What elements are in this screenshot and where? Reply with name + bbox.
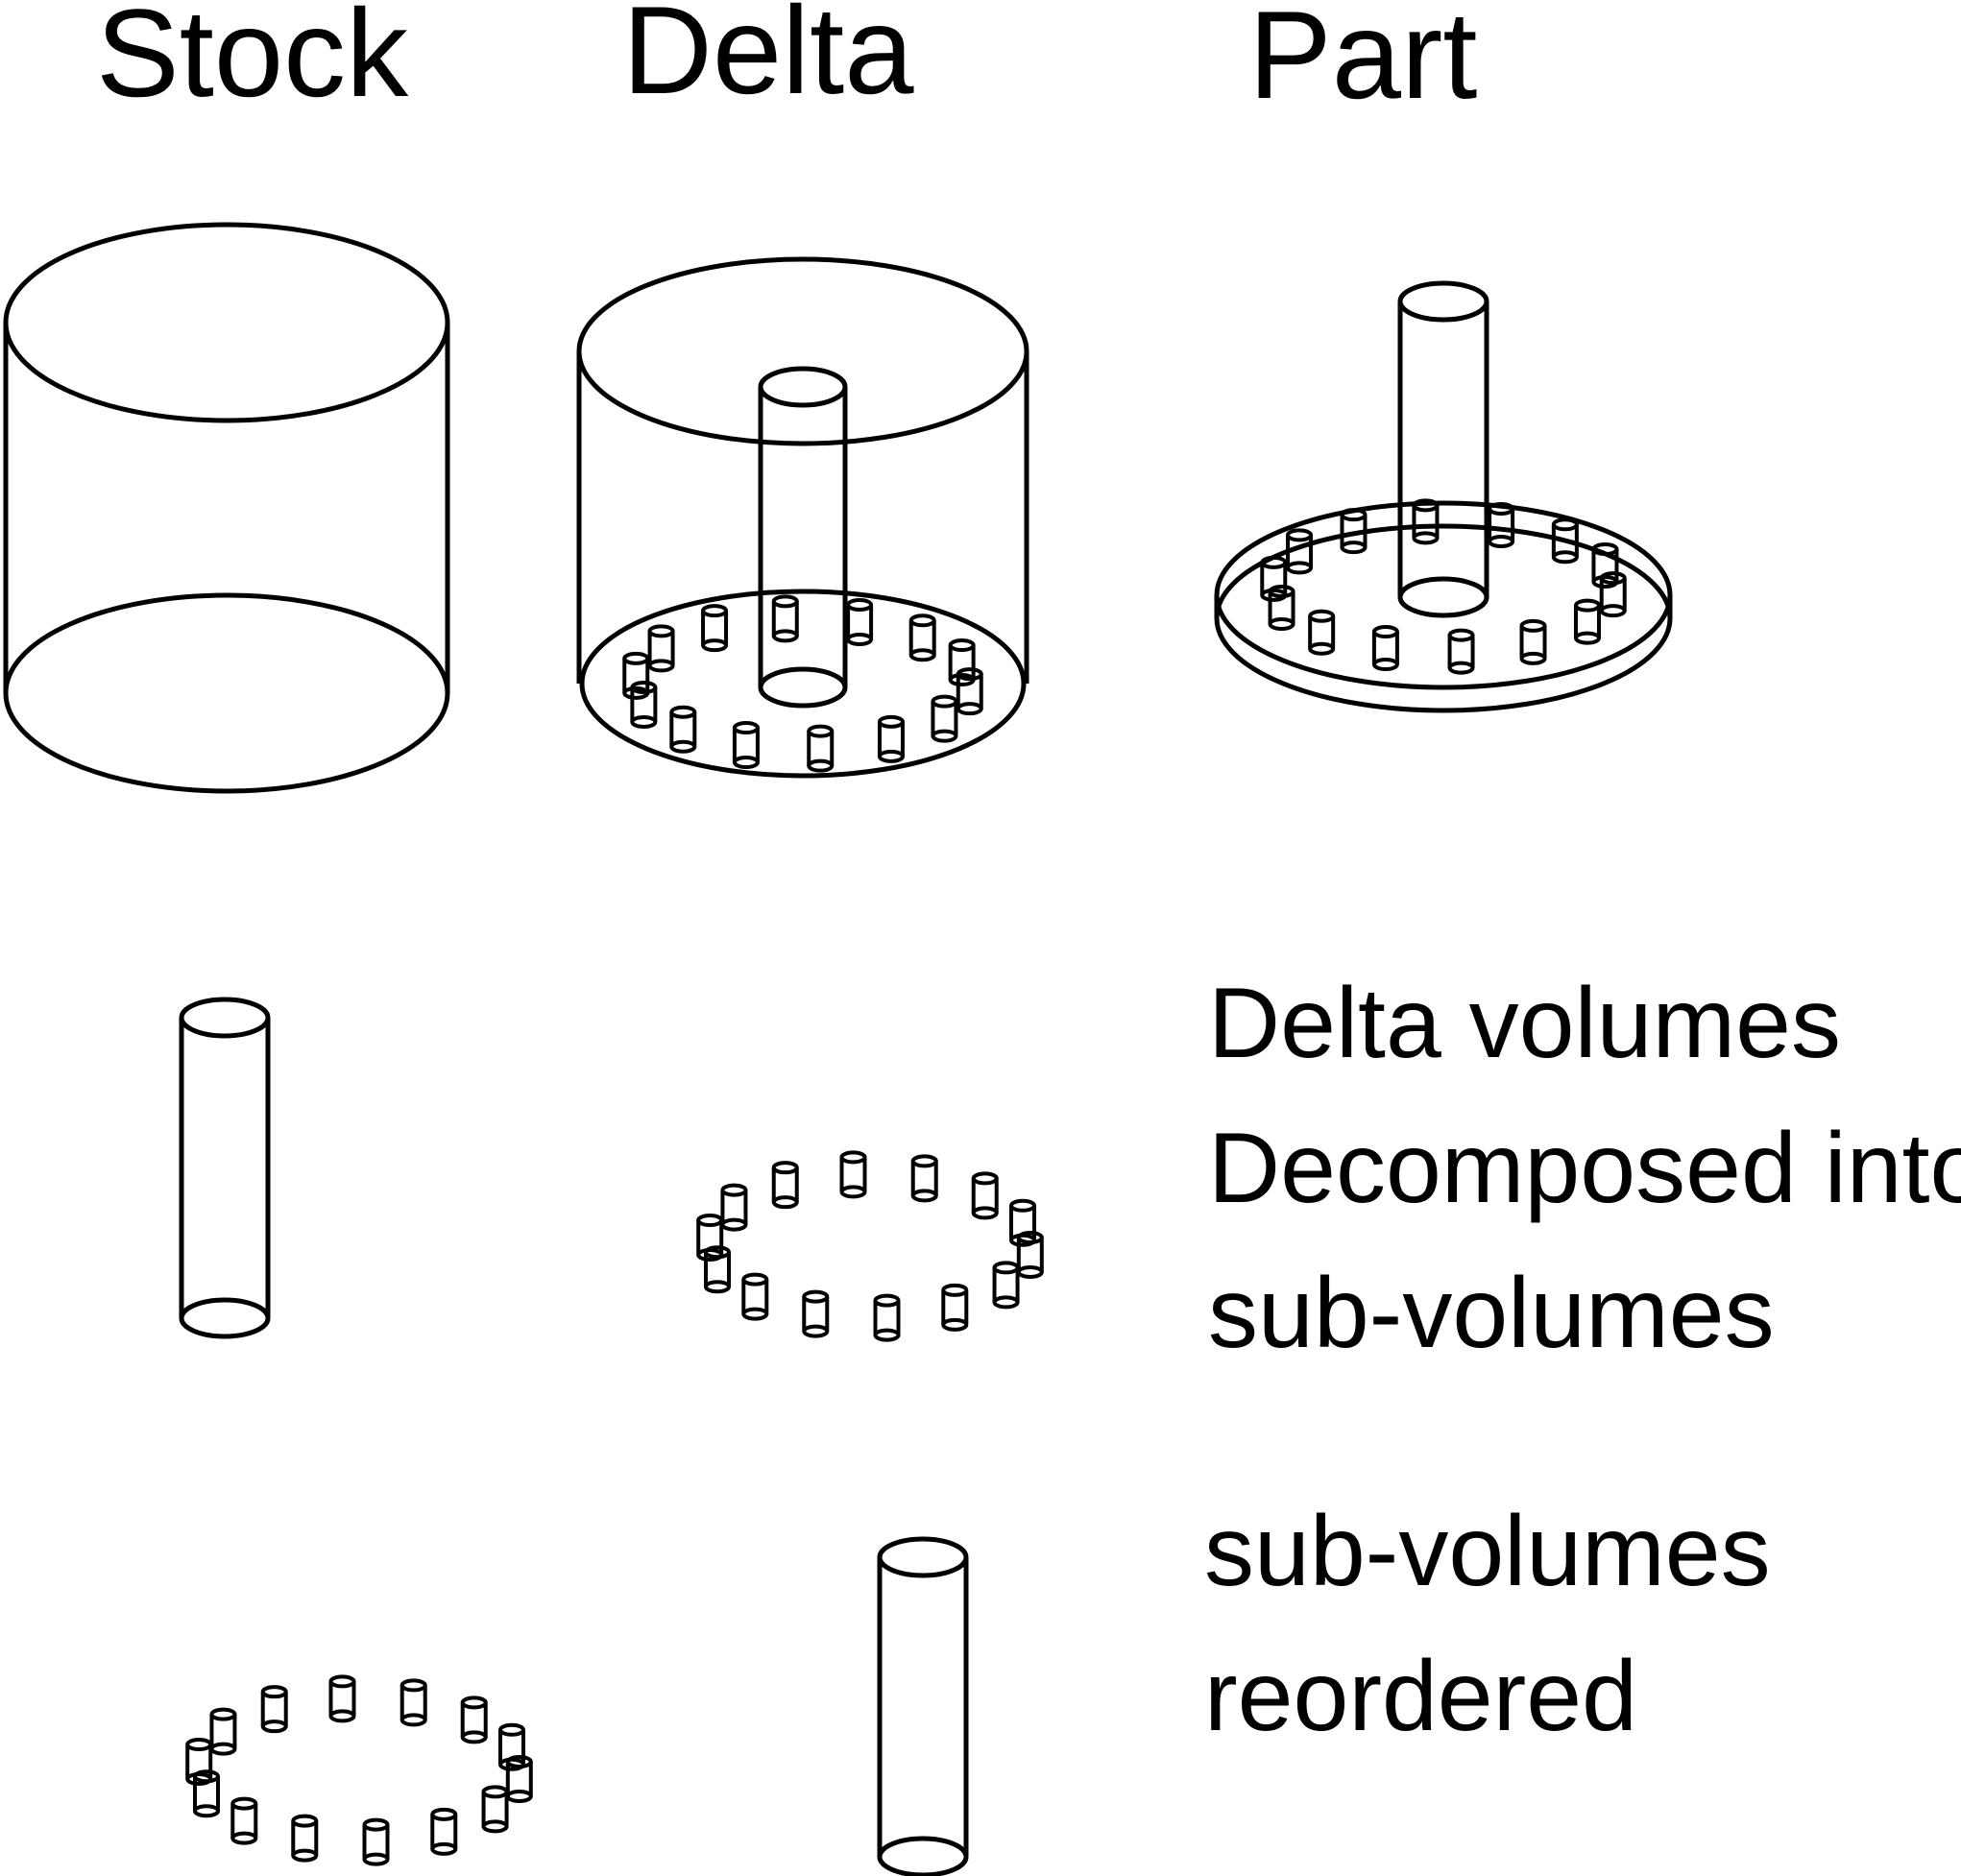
sub-volume-pin-ring <box>696 1150 1044 1342</box>
part-pin <box>1591 542 1619 589</box>
part-pin <box>1286 528 1314 575</box>
delta-pin <box>807 724 835 773</box>
delta-pin <box>877 714 905 763</box>
reordered-pin <box>430 1807 458 1856</box>
reordered-pin <box>399 1678 427 1727</box>
part-pin <box>1308 609 1336 656</box>
sub-volume-pin <box>802 1289 830 1338</box>
part-pin <box>1519 618 1547 665</box>
delta-pin <box>732 721 760 770</box>
part-pin <box>1488 501 1515 548</box>
part-pin <box>1412 498 1440 545</box>
sub-volume-pin <box>771 1161 799 1210</box>
sub-volume-pin <box>941 1283 969 1332</box>
delta-pin <box>622 651 650 700</box>
reordered-pin <box>328 1674 356 1723</box>
delta-pin <box>771 594 799 643</box>
title-stock: Stock <box>96 0 409 123</box>
note-decomposed: Delta volumes Decomposed into sub-volume… <box>1208 951 1961 1386</box>
sub-volume-pin <box>720 1183 748 1232</box>
part-pin <box>1573 598 1601 645</box>
sub-volume-pin <box>839 1150 867 1199</box>
sub-volume-pin <box>910 1154 938 1203</box>
note-reordered-line: sub-volumes <box>1204 1496 1771 1607</box>
reordered-pin <box>505 1754 533 1803</box>
reordered-pin <box>362 1817 390 1866</box>
part-pin <box>1260 555 1288 602</box>
sub-volume-pin <box>741 1272 769 1321</box>
note-decomposed-line: Delta volumes <box>1208 968 1841 1079</box>
sub-volume-pin <box>696 1214 724 1263</box>
title-part: Part <box>1248 0 1478 125</box>
part-pin-ring <box>1260 498 1627 675</box>
delta-pin <box>669 705 697 754</box>
part-pin <box>1371 625 1399 672</box>
sub-volume-pin <box>1009 1198 1037 1247</box>
reordered-pin <box>209 1707 237 1756</box>
sub-volume-pin <box>873 1293 901 1342</box>
part-pin <box>1551 517 1579 565</box>
reordered-pin <box>498 1722 526 1771</box>
reordered-pin <box>460 1696 488 1744</box>
sub-volume-boss <box>179 997 271 1339</box>
part-pin <box>1268 584 1295 631</box>
delta-pin <box>908 613 936 662</box>
title-delta: Delta <box>622 0 914 120</box>
reordered-pin-ring <box>185 1674 533 1866</box>
sub-volume-pin <box>971 1171 999 1220</box>
part-shape <box>1214 280 1673 713</box>
delta-center-boss <box>758 366 848 709</box>
delta-pin <box>846 597 874 646</box>
delta-pin <box>701 604 729 653</box>
note-decomposed-line: sub-volumes <box>1208 1258 1775 1369</box>
sub-volume-pin <box>1016 1230 1044 1279</box>
sub-volume-pin <box>703 1245 731 1294</box>
delta-volume <box>576 256 1029 779</box>
delta-pin <box>948 638 976 687</box>
part-pin <box>1340 508 1368 555</box>
reordered-pin <box>481 1785 509 1834</box>
sub-volume-pin <box>992 1261 1020 1310</box>
part-center-boss <box>1397 280 1489 618</box>
delta-pin <box>931 694 958 743</box>
note-reordered-line: reordered <box>1204 1641 1637 1752</box>
part-pin <box>1447 628 1475 675</box>
reordered-pin <box>260 1685 288 1734</box>
reordered-pin <box>185 1738 213 1787</box>
delta-pin <box>956 667 983 716</box>
delta-pin-ring <box>622 594 983 773</box>
reordered-pin <box>291 1814 319 1863</box>
note-reordered: sub-volumes reordered <box>1204 1479 1771 1769</box>
note-decomposed-line: Decomposed into <box>1208 1113 1961 1224</box>
reordered-pin <box>192 1769 220 1818</box>
reordered-boss <box>877 1536 969 1876</box>
reordered-pin <box>230 1796 258 1845</box>
stock-cylinder <box>3 222 450 794</box>
delta-pin <box>647 624 675 673</box>
